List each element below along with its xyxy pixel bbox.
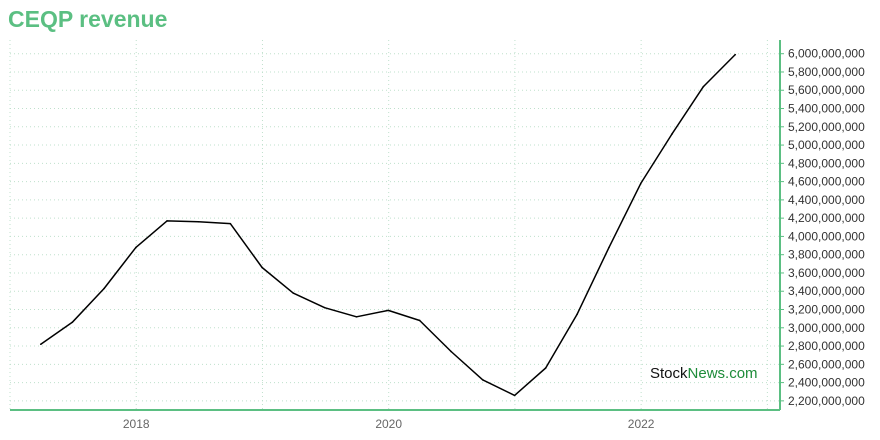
data-point xyxy=(702,85,705,88)
y-tick-label: 6,000,000,000 xyxy=(788,47,865,61)
y-tick-label: 2,400,000,000 xyxy=(788,376,865,390)
data-point xyxy=(418,319,421,322)
y-tick-label: 2,800,000,000 xyxy=(788,339,865,353)
data-point xyxy=(387,309,390,312)
data-point xyxy=(576,313,578,315)
watermark-stock: Stock xyxy=(650,365,688,382)
data-point xyxy=(671,133,673,135)
data-point xyxy=(292,292,295,294)
watermark: StockNews.com xyxy=(650,365,758,382)
data-point xyxy=(355,316,358,318)
y-tick-label: 4,200,000,000 xyxy=(788,211,865,225)
data-point xyxy=(71,321,74,324)
y-tick-label: 4,400,000,000 xyxy=(788,193,865,207)
grid-lines xyxy=(9,40,780,410)
x-tick-label: 2020 xyxy=(375,417,402,431)
data-point xyxy=(482,379,484,381)
series-line xyxy=(40,54,736,397)
data-point xyxy=(229,222,232,225)
data-point xyxy=(197,221,200,223)
x-tick-label: 2018 xyxy=(123,417,150,431)
y-axis-ticks: 2,200,000,000 2,400,000,000 2,600,000,000 2… xyxy=(780,47,865,408)
data-point xyxy=(450,350,452,353)
y-tick-label: 4,600,000,000 xyxy=(788,175,865,189)
y-tick-label: 3,800,000,000 xyxy=(788,248,865,262)
y-tick-label: 3,200,000,000 xyxy=(788,303,865,317)
chart-title: CEQP revenue xyxy=(8,6,168,32)
y-tick-label: 5,400,000,000 xyxy=(788,102,865,116)
y-tick-label: 4,000,000,000 xyxy=(788,229,865,243)
data-point xyxy=(544,367,547,369)
data-point xyxy=(166,220,168,222)
series-layer xyxy=(39,53,737,397)
y-tick-label: 5,600,000,000 xyxy=(788,83,865,97)
data-point xyxy=(734,53,737,56)
y-tick-label: 3,600,000,000 xyxy=(788,266,865,280)
data-point xyxy=(513,394,516,397)
data-point xyxy=(39,343,42,346)
y-tick-label: 5,800,000,000 xyxy=(788,65,865,79)
data-point xyxy=(608,246,610,249)
data-point xyxy=(640,182,642,185)
y-tick-label: 2,200,000,000 xyxy=(788,394,865,408)
data-point xyxy=(135,246,137,249)
y-tick-label: 2,600,000,000 xyxy=(788,357,865,371)
data-point xyxy=(261,266,263,269)
x-axis-ticks: 2018 2020 2022 xyxy=(123,417,655,431)
axes xyxy=(10,40,781,411)
y-tick-label: 3,400,000,000 xyxy=(788,284,865,298)
y-tick-label: 5,000,000,000 xyxy=(788,138,865,152)
y-tick-label: 4,800,000,000 xyxy=(788,156,865,170)
y-tick-label: 5,200,000,000 xyxy=(788,120,865,134)
y-tick-label: 3,000,000,000 xyxy=(788,321,865,335)
data-point xyxy=(103,287,105,290)
data-point xyxy=(323,306,326,309)
watermark-news: News.com xyxy=(687,365,758,382)
x-tick-label: 2022 xyxy=(628,417,655,431)
